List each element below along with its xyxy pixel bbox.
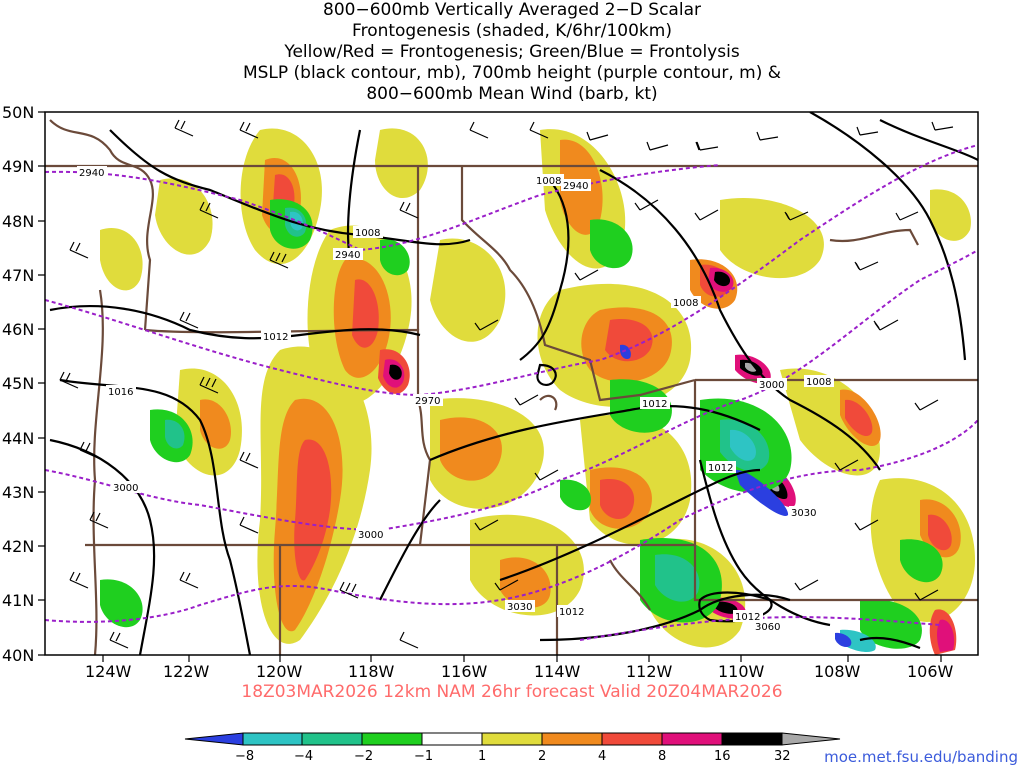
lat-label: 49N (2, 157, 34, 176)
mslp-label: 1008 (536, 176, 561, 187)
height-label: 2970 (415, 396, 440, 407)
title-block: 800−600mb Vertically Averaged 2−D Scalar… (0, 0, 1024, 105)
lat-label: 43N (2, 483, 34, 502)
height-contours (45, 144, 978, 641)
lat-label: 41N (2, 591, 34, 610)
colorbar-label: 4 (598, 749, 606, 764)
mslp-label: 1008 (673, 298, 698, 309)
colorbar: −8 −4 −2 −1 1 2 4 8 16 32 (184, 732, 841, 764)
mslp-label: 1012 (559, 607, 584, 618)
contour-labels: 1008 1008 1012 1016 1008 1012 1008 1012 … (77, 166, 834, 633)
colorbar-bin-16-32 (721, 732, 783, 746)
lat-label: 46N (2, 320, 34, 339)
lat-label: 48N (2, 212, 34, 231)
lon-label: 106W (907, 662, 954, 681)
lon-label: 108W (814, 662, 861, 681)
shade-frontolysis-very-strong (620, 344, 852, 648)
latitude-labels: 50N 49N 48N 47N 46N 45N 44N 43N 42N 41N … (2, 103, 34, 665)
lon-label: 116W (441, 662, 488, 681)
colorbar-label: 16 (714, 749, 731, 764)
colorbar-bin-m1-1 (421, 732, 483, 746)
colorbar-label: 1 (478, 749, 486, 764)
mslp-label: 1012 (642, 399, 667, 410)
lon-label: 110W (718, 662, 765, 681)
wind-barbs (59, 119, 954, 649)
colorbar-bin-m4-m2 (301, 732, 363, 746)
colorbar-label: −4 (294, 749, 313, 764)
title-line-5: 800−600mb Mean Wind (barb, kt) (366, 84, 658, 104)
title-line-3: Yellow/Red = Frontogenesis; Green/Blue =… (284, 42, 740, 62)
colorbar-label: −1 (414, 749, 433, 764)
height-label: 3000 (358, 530, 383, 541)
mslp-label: 1008 (806, 377, 831, 388)
mslp-label: 1012 (708, 463, 733, 474)
lat-label: 50N (2, 103, 34, 122)
colorbar-bin-gt-32 (781, 732, 841, 746)
lon-label: 118W (348, 662, 395, 681)
colorbar-label: −8 (235, 749, 254, 764)
height-label: 3060 (755, 622, 780, 633)
height-label: 2940 (335, 250, 360, 261)
colorbar-label: 8 (658, 749, 666, 764)
mslp-label: 1008 (355, 228, 380, 239)
lat-label: 40N (2, 646, 34, 665)
lon-label: 112W (626, 662, 673, 681)
colorbar-bin-2-4 (541, 732, 603, 746)
title-line-2: Frontogenesis (shaded, K/6hr/100km) (352, 21, 672, 41)
mslp-label: 1012 (735, 612, 760, 623)
lat-label: 44N (2, 429, 34, 448)
colorbar-bin-4-8 (601, 732, 663, 746)
source-credit[interactable]: moe.met.fsu.edu/banding (824, 748, 1018, 766)
colorbar-label: −2 (354, 749, 373, 764)
lat-label: 42N (2, 537, 34, 556)
colorbar-bin-m8-m4 (242, 732, 303, 746)
longitude-labels: 124W 122W 120W 118W 116W 114W 112W 110W … (85, 662, 954, 681)
height-label: 2940 (563, 181, 588, 192)
height-label: 3000 (759, 380, 784, 391)
colorbar-bin-8-16 (661, 732, 723, 746)
forecast-valid-text: 18Z03MAR2026 12km NAM 26hr forecast Vali… (241, 682, 783, 702)
lon-label: 124W (85, 662, 132, 681)
height-label: 3030 (791, 508, 816, 519)
lat-label: 47N (2, 266, 34, 285)
lon-label: 120W (256, 662, 303, 681)
mslp-label: 1016 (108, 387, 133, 398)
axis-ticks (38, 111, 942, 662)
height-label: 3000 (113, 483, 138, 494)
colorbar-label: 2 (538, 749, 546, 764)
title-line-4: MSLP (black contour, mb), 700mb height (… (242, 63, 782, 83)
colorbar-bin-lt-m8 (184, 732, 244, 746)
lon-label: 114W (534, 662, 581, 681)
height-label: 2940 (79, 168, 104, 179)
colorbar-bin-m2-m1 (361, 732, 423, 746)
mslp-label: 1012 (263, 332, 288, 343)
colorbar-label: 32 (774, 749, 791, 764)
height-label: 3030 (507, 602, 532, 613)
lon-label: 122W (163, 662, 210, 681)
title-line-1: 800−600mb Vertically Averaged 2−D Scalar (323, 0, 701, 20)
lat-label: 45N (2, 374, 34, 393)
colorbar-bin-1-2 (481, 732, 543, 746)
